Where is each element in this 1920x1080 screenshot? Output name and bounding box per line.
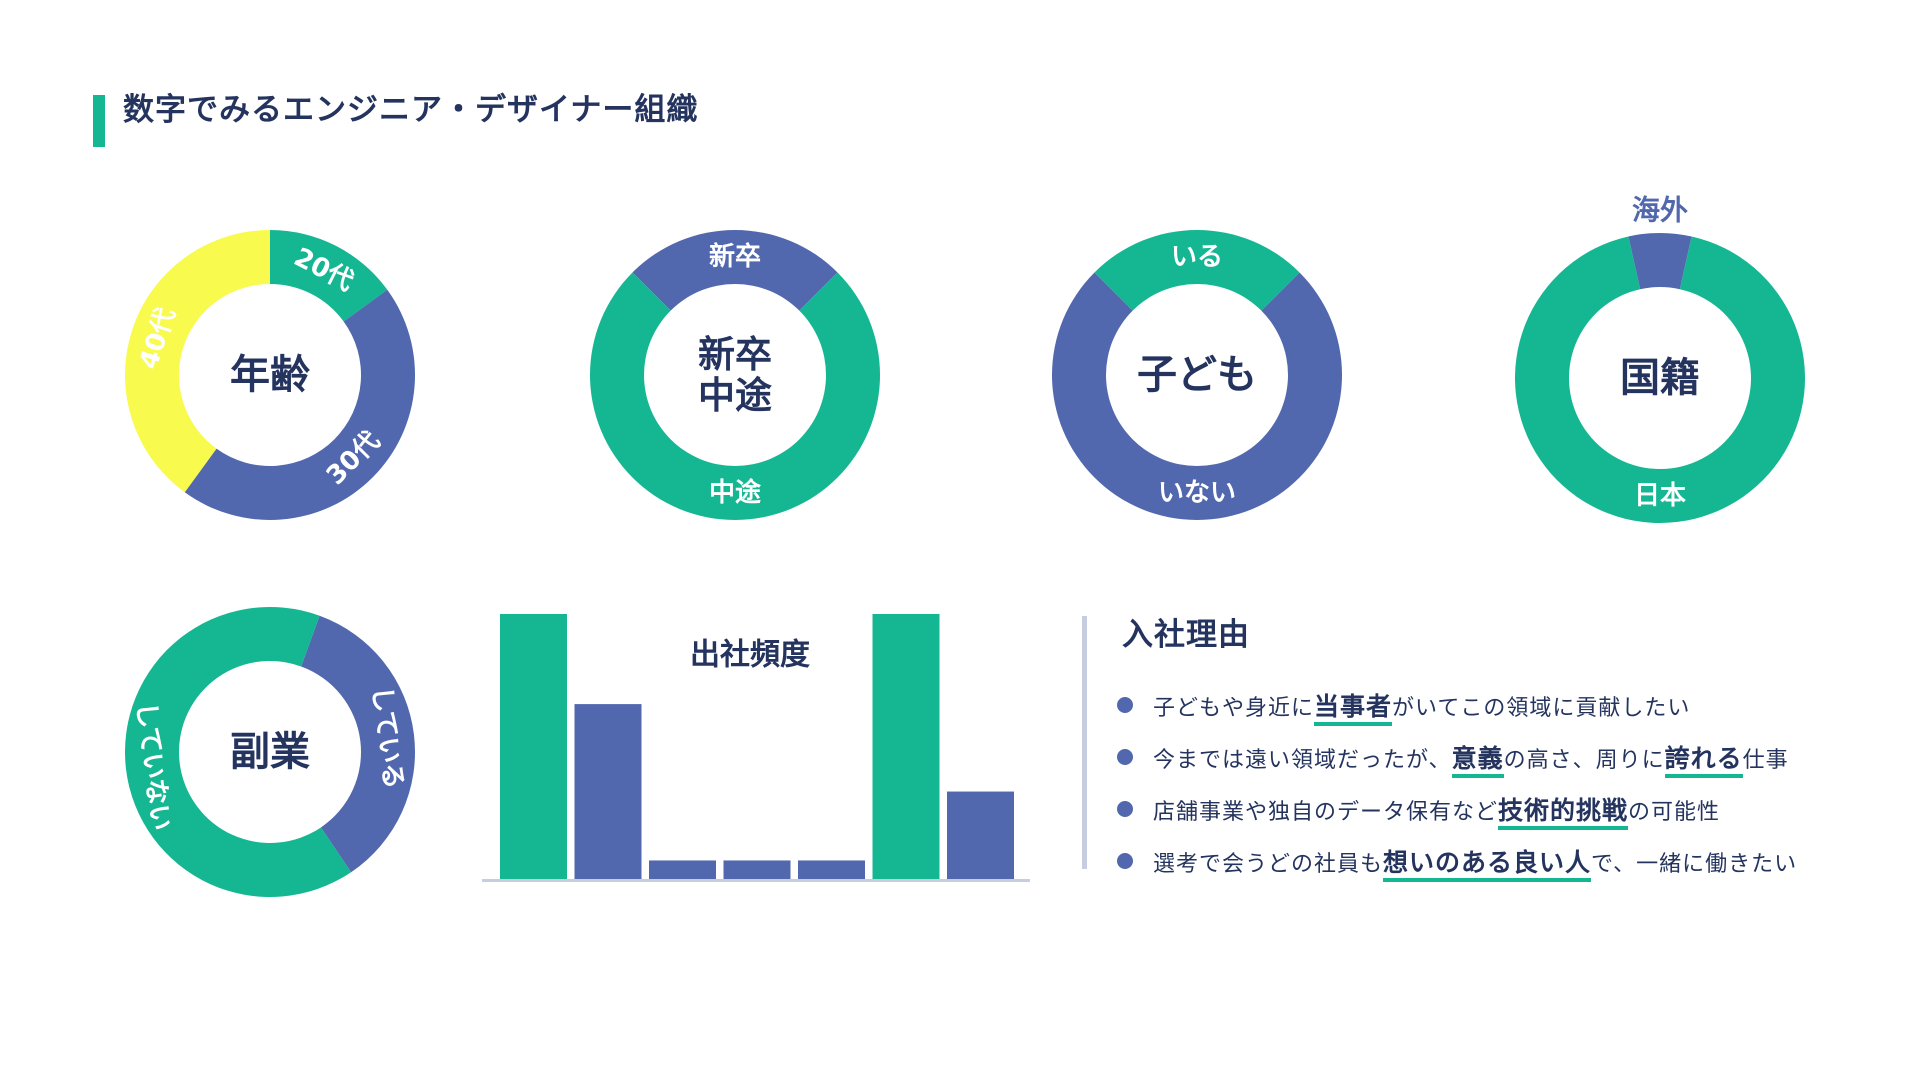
bar (872, 614, 940, 879)
bar (500, 614, 567, 879)
donut-slice (184, 289, 415, 520)
reason-item: 子どもや身近に当事者がいてこの領域に貢献したい (1117, 679, 1797, 731)
donut-slice-label: いない (1158, 478, 1236, 508)
reason-highlight: 当事者 (1314, 692, 1393, 726)
reason-item: 今までは遠い領域だったが、意義の高さ、周りに誇れる仕事 (1117, 731, 1797, 783)
reason-text-after: がいてこの領域に貢献したい (1392, 696, 1691, 721)
reason-text-before: 今までは遠い領域だったが、 (1153, 748, 1452, 773)
reasons-list: 子どもや身近に当事者がいてこの領域に貢献したい 今までは遠い領域だったが、意義の… (1117, 679, 1797, 887)
donut-slice (1094, 229, 1300, 311)
reasons-divider (1082, 616, 1087, 869)
reason-text: 今までは遠い領域だったが、意義の高さ、周りに誇れる仕事 (1153, 739, 1789, 778)
reason-highlight: 誇れる (1664, 744, 1743, 778)
donut-center-title: 国籍 (1620, 355, 1700, 401)
bar (723, 860, 791, 879)
reason-text-middle: の高さ、周りに (1503, 748, 1665, 773)
donut-slice-label: 新卒 (709, 241, 761, 272)
reason-item: 選考で会うどの社員も想いのある良い人で、一緒に働きたい (1117, 835, 1797, 887)
bar (798, 860, 865, 879)
bullet-icon (1117, 697, 1133, 713)
reason-text-after: の可能性 (1628, 800, 1721, 825)
reason-text: 選考で会うどの社員も想いのある良い人で、一緒に働きたい (1153, 843, 1798, 882)
donut-slice-label: 中途 (709, 477, 762, 508)
bar-chart-title: 出社頻度 (690, 638, 810, 673)
donut-slice (590, 272, 881, 521)
reason-highlight: 意義 (1451, 744, 1504, 778)
donut-slice (301, 615, 415, 873)
title-accent-bar (93, 95, 105, 147)
bullet-icon (1117, 749, 1133, 765)
bullet-icon (1117, 801, 1133, 817)
bar (574, 704, 642, 879)
reasons-title: 入社理由 (1122, 617, 1250, 653)
donut-center-title: 子ども (1137, 352, 1257, 398)
donut-slice (1628, 233, 1692, 290)
donut-slice (270, 230, 388, 322)
donut-slice (1515, 236, 1806, 523)
donut-slice (124, 606, 352, 897)
donut-center-title: 年齢 (230, 352, 310, 398)
bullet-icon (1117, 853, 1133, 869)
reason-item: 店舗事業や独自のデータ保有など技術的挑戦の可能性 (1117, 783, 1797, 835)
reason-highlight: 想いのある良い人 (1383, 848, 1592, 882)
donut-center-title: 新卒 (698, 333, 772, 376)
reason-text: 子どもや身近に当事者がいてこの領域に貢献したい (1153, 687, 1691, 726)
donut-center-title: 中途 (698, 374, 772, 417)
donut-slice (1052, 272, 1343, 520)
reason-text-before: 店舗事業や独自のデータ保有など (1153, 800, 1499, 825)
donut-center-title: 副業 (230, 729, 310, 775)
donut-slice (632, 230, 838, 311)
bar (649, 860, 716, 879)
donut-slice-label: 日本 (1634, 481, 1686, 511)
reason-text: 店舗事業や独自のデータ保有など技術的挑戦の可能性 (1153, 791, 1721, 830)
reason-highlight: 技術的挑戦 (1498, 796, 1629, 830)
donut-slice-label: 海外 (1632, 194, 1688, 227)
reason-text-after: 仕事 (1742, 748, 1789, 773)
bar (947, 791, 1014, 879)
reason-text-before: 選考で会うどの社員も (1153, 852, 1384, 877)
reason-text-after: で、一緒に働きたい (1591, 852, 1798, 877)
donut-slice-label: いる (1171, 242, 1223, 272)
reason-text-before: 子どもや身近に (1153, 696, 1315, 721)
page-title: 数字でみるエンジニア・デザイナー組織 (123, 92, 699, 128)
donut-slice (124, 230, 271, 493)
